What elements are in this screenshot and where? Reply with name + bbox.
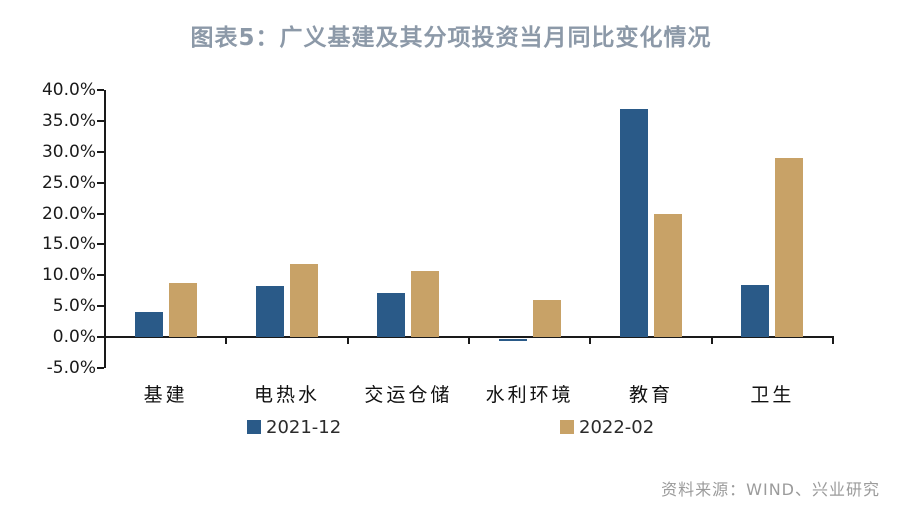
- bar-2021-12-教育: [620, 108, 648, 338]
- bar-2022-02-教育: [654, 214, 682, 338]
- y-axis-tick-label: 35.0%: [41, 110, 96, 131]
- x-axis-tick: [710, 338, 713, 344]
- y-axis-tick-label: 40.0%: [41, 80, 96, 100]
- bar-2022-02-交运仓储: [411, 271, 440, 338]
- bar-2022-02-基建: [168, 282, 197, 338]
- category-label: 教育: [628, 384, 674, 406]
- category-label: 电热水: [253, 384, 321, 406]
- y-axis-tick-label: 5.0%: [52, 296, 96, 317]
- bar-2022-02-卫生: [775, 157, 804, 338]
- y-axis-tick-label: -5.0%: [46, 358, 96, 378]
- x-axis-baseline: [104, 336, 834, 338]
- bar-2022-02-电热水: [290, 263, 318, 338]
- legend-item-2022-02: 2022-02: [560, 416, 655, 438]
- y-axis-tick-label: 0.0%: [52, 327, 96, 348]
- y-axis-line: [104, 90, 106, 368]
- chart-title: 图表5：广义基建及其分项投资当月同比变化情况: [190, 25, 712, 51]
- y-axis-tick-label: 20.0%: [41, 203, 96, 224]
- source-text: 资料来源：WIND、兴业研究: [661, 480, 880, 499]
- category-label: 基建: [143, 384, 188, 406]
- bar-2021-12-交运仓储: [377, 293, 406, 338]
- legend-swatch-2022-02: [560, 420, 574, 434]
- y-axis-tick: [97, 367, 104, 369]
- y-axis-tick: [97, 212, 104, 215]
- bar-2021-12-卫生: [741, 285, 770, 338]
- legend-label: 2022-02: [579, 416, 655, 438]
- x-axis-tick: [346, 338, 349, 344]
- legend-item-2021-12: 2021-12: [247, 416, 342, 438]
- category-label: 卫生: [750, 384, 795, 406]
- y-axis-tick: [97, 119, 104, 122]
- legend-swatch-2021-12: [247, 420, 261, 434]
- category-label: 交运仓储: [364, 384, 453, 406]
- y-axis-tick: [97, 274, 104, 277]
- y-axis-tick-label: 25.0%: [41, 172, 96, 193]
- bar-2022-02-水利环境: [532, 300, 561, 338]
- y-axis-tick: [97, 150, 104, 153]
- y-axis-tick-label: 15.0%: [41, 234, 96, 255]
- y-axis-tick: [97, 181, 104, 184]
- x-axis-tick: [832, 338, 834, 344]
- x-axis-tick: [225, 338, 228, 344]
- y-axis-tick: [97, 89, 104, 91]
- y-axis-tick: [97, 336, 104, 339]
- x-axis-tick: [589, 338, 592, 344]
- legend-label: 2021-12: [266, 416, 342, 438]
- bar-2021-12-基建: [134, 312, 163, 338]
- y-axis-tick: [97, 305, 104, 308]
- y-axis-tick: [97, 243, 104, 246]
- x-axis-tick: [468, 338, 470, 344]
- bar-2021-12-电热水: [256, 286, 284, 338]
- y-axis-tick-label: 10.0%: [41, 265, 96, 286]
- bar-2021-12-水利环境: [498, 339, 527, 342]
- y-axis-tick-label: 30.0%: [41, 141, 96, 162]
- category-label: 水利环境: [485, 384, 574, 406]
